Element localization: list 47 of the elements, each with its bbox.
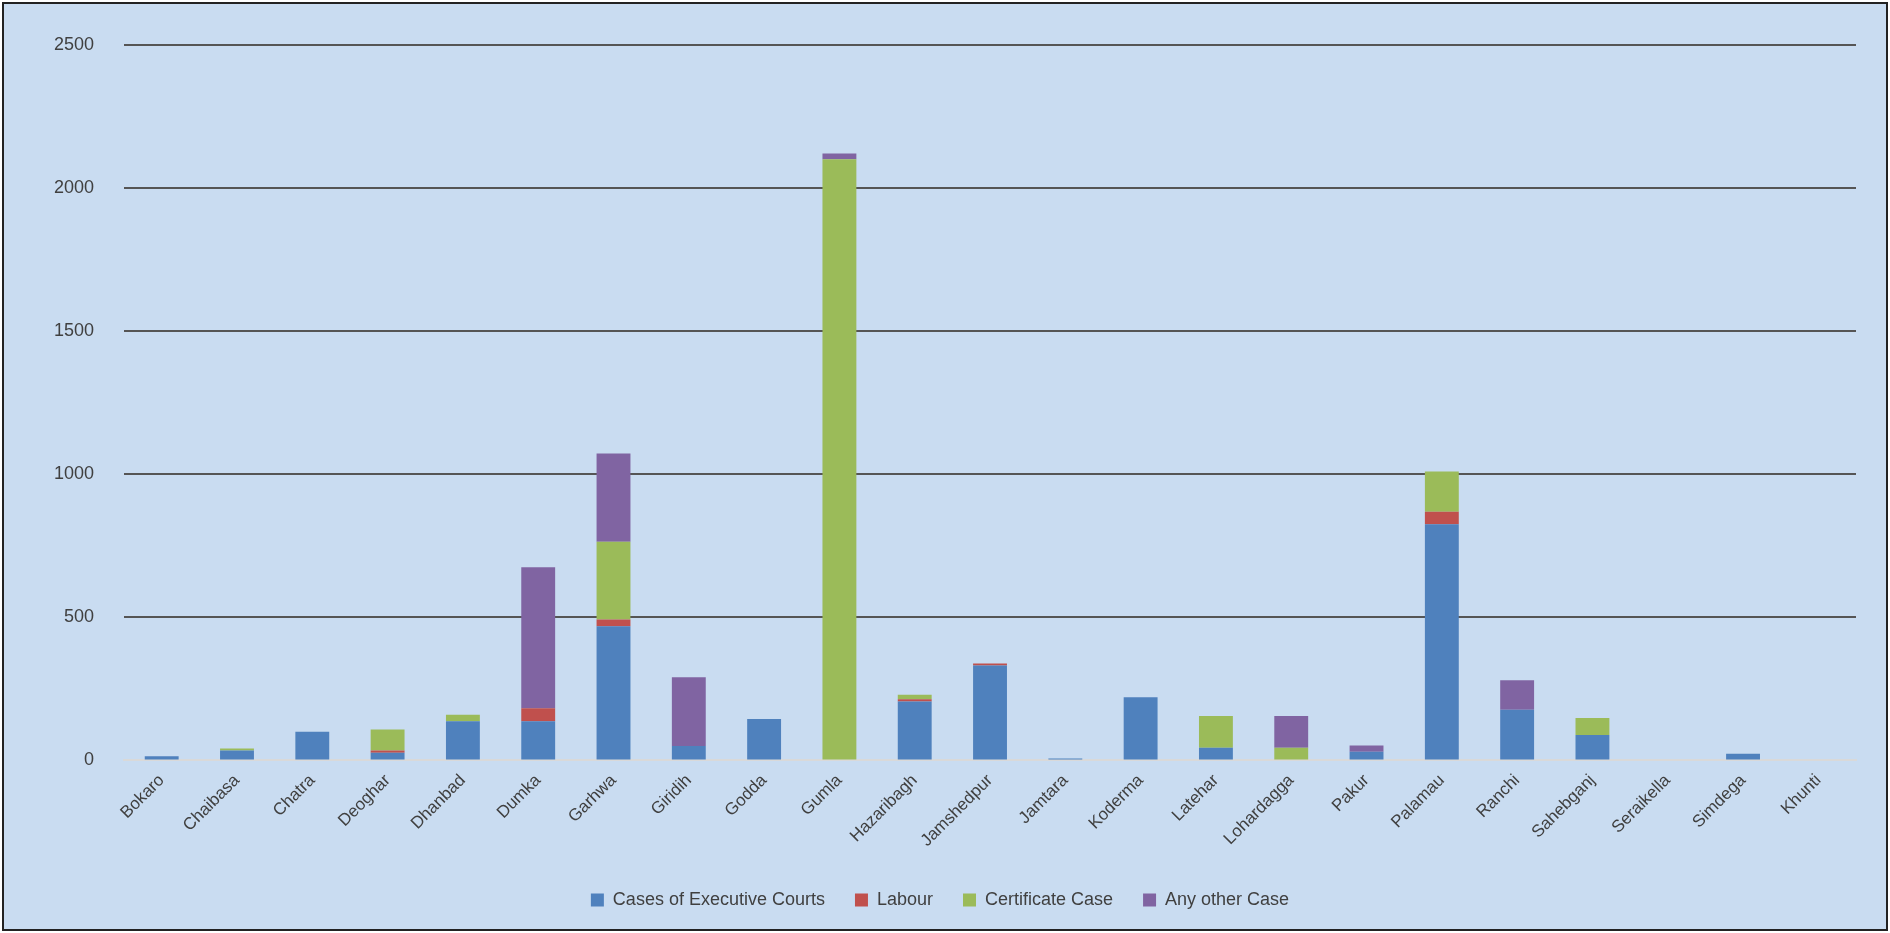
bar xyxy=(521,721,556,760)
bar xyxy=(1123,697,1158,760)
bar xyxy=(1575,718,1610,735)
bar xyxy=(747,718,782,760)
bar xyxy=(370,729,405,751)
y-tick-label: 2000 xyxy=(54,176,95,197)
bar xyxy=(973,665,1007,760)
bar xyxy=(596,453,631,542)
legend-label: Certificate Case xyxy=(985,888,1114,909)
bar xyxy=(1198,747,1233,760)
bar xyxy=(1575,734,1610,760)
bar xyxy=(897,701,932,760)
bar xyxy=(1349,745,1384,752)
bar xyxy=(1424,511,1459,525)
y-tick-label: 1500 xyxy=(54,320,95,341)
bar xyxy=(671,746,706,760)
legend-label: Any other Case xyxy=(1165,888,1290,909)
bar xyxy=(521,708,556,722)
y-tick-label: 2500 xyxy=(54,33,95,54)
y-tick-label: 1000 xyxy=(54,463,95,484)
bar xyxy=(1500,709,1535,760)
bar xyxy=(596,626,631,760)
legend-label: Cases of Executive Courts xyxy=(612,888,825,909)
bar xyxy=(1349,751,1384,760)
bar xyxy=(220,748,254,751)
bar xyxy=(973,663,1007,666)
bar xyxy=(445,721,480,760)
bar xyxy=(1424,524,1459,760)
bar xyxy=(521,567,556,709)
legend-label: Labour xyxy=(876,888,934,909)
bar xyxy=(295,731,330,760)
bar xyxy=(445,714,480,722)
y-tick-label: 0 xyxy=(84,749,95,770)
bar xyxy=(1500,680,1535,710)
bar xyxy=(220,750,254,760)
bar xyxy=(822,159,857,760)
bar xyxy=(671,677,706,747)
bar xyxy=(1274,716,1309,748)
bar xyxy=(1424,471,1459,512)
bar xyxy=(144,756,179,760)
bar xyxy=(1274,747,1309,760)
bar xyxy=(596,541,631,620)
bar xyxy=(370,750,405,753)
bar xyxy=(897,694,932,700)
bar xyxy=(1726,753,1760,760)
bar xyxy=(1198,716,1233,748)
y-tick-label: 500 xyxy=(64,606,95,627)
